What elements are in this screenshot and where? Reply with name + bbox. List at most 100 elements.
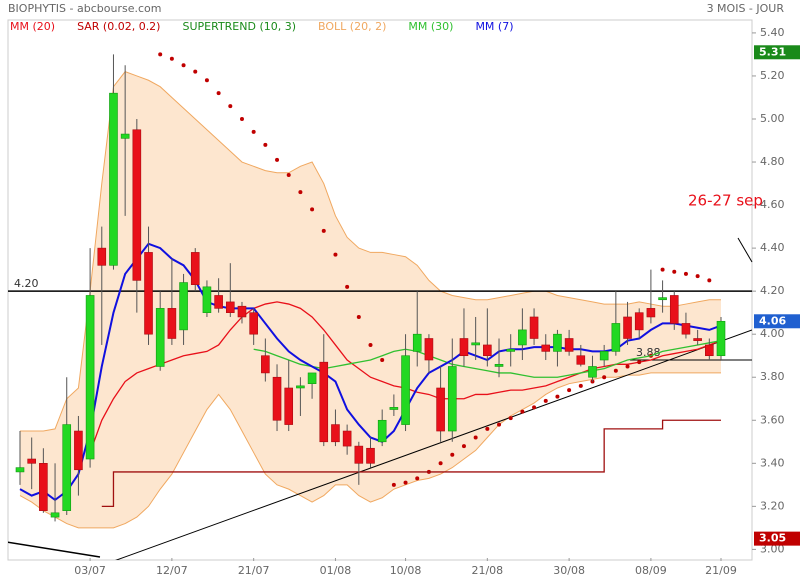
sar-dot [193, 69, 198, 74]
sar-dot [532, 405, 537, 410]
sar-dot [555, 394, 560, 399]
sar-dot [637, 360, 642, 365]
sar-dot [543, 398, 548, 403]
candle-body [436, 387, 445, 432]
sar-dot [438, 461, 443, 466]
candle-body [331, 424, 340, 443]
x-tick-label: 08/09 [635, 564, 667, 577]
sar-dot [356, 314, 361, 319]
candle-body [693, 338, 702, 341]
price-badge [754, 531, 800, 546]
candle-body [97, 247, 107, 266]
y-tick-label: 5.00 [760, 112, 785, 125]
candle-body [553, 333, 562, 352]
candle-body [459, 338, 469, 357]
y-tick-label: 3.00 [760, 542, 785, 555]
candle-body [85, 295, 95, 460]
price-badge [754, 45, 800, 60]
sar-dot [497, 422, 502, 427]
sar-dot [473, 435, 478, 440]
sar-dot [345, 284, 350, 289]
candle-body [284, 387, 294, 425]
sar-dot [461, 444, 466, 449]
candle-body [342, 430, 352, 447]
sar-dot [520, 409, 525, 414]
x-tick-label: 10/08 [390, 564, 422, 577]
y-tick-label: 4.60 [760, 198, 785, 211]
candle-body [354, 445, 364, 464]
sar-dot [321, 228, 326, 233]
candle-body [202, 286, 212, 313]
candle-body [27, 458, 36, 464]
sar-dot [380, 358, 385, 363]
candle-body [249, 312, 258, 335]
candle-body [226, 301, 235, 313]
sar-dot [403, 480, 408, 485]
candle-body [599, 351, 609, 361]
legend-entry: MM (30) [408, 20, 453, 33]
sar-dot [298, 190, 303, 195]
level-label: 3.88 [636, 346, 661, 359]
candle-body [261, 355, 270, 374]
sar-dot [672, 269, 677, 274]
y-tick-label: 4.40 [760, 241, 785, 254]
candle-body [576, 355, 586, 365]
candle-body [705, 344, 714, 357]
sar-dot [391, 482, 396, 487]
chart-title: BIOPHYTIS - abcbourse.com [8, 2, 161, 15]
x-tick-label: 21/09 [705, 564, 737, 577]
candle-body [541, 344, 551, 352]
y-tick-label: 3.20 [760, 499, 785, 512]
candle-body [494, 364, 504, 367]
candle-body [132, 129, 142, 281]
sar-dot [333, 252, 338, 257]
candle-body [120, 133, 130, 139]
x-tick-label: 30/08 [553, 564, 585, 577]
y-tick-label: 5.40 [760, 26, 785, 39]
sar-dot [683, 271, 688, 276]
candle-body [62, 424, 72, 511]
y-tick-label: 3.80 [760, 370, 785, 383]
candle-body [424, 338, 434, 361]
candle-body [564, 338, 574, 352]
candle-body [658, 297, 667, 301]
legend-entry: MM (7) [475, 20, 513, 33]
candle-body [144, 252, 153, 335]
sar-dot [695, 274, 700, 279]
indicator-line [253, 340, 722, 378]
annotation-arrow [737, 237, 753, 263]
candle-body [296, 385, 305, 389]
candle-body [50, 512, 60, 518]
candle-body [518, 329, 527, 346]
candle-body [15, 467, 25, 473]
candle-body [155, 308, 165, 367]
trendline [8, 541, 101, 558]
candle-body [167, 308, 177, 339]
boll-band [20, 71, 721, 528]
x-tick-label: 21/07 [238, 564, 270, 577]
legend-entry: MM (20) [10, 20, 55, 33]
candle-body [401, 355, 410, 425]
candle-body [39, 463, 48, 511]
period: 3 MOIS - JOUR [707, 2, 785, 15]
sar-dot [707, 278, 712, 283]
legend-entry: BOLL (20, 2) [318, 20, 386, 33]
plot: 4.20 3.88 [8, 52, 752, 560]
candle-body [588, 366, 597, 378]
candle-body [634, 312, 644, 331]
y-tick-label: 3.40 [760, 456, 785, 469]
sar-dot [251, 129, 256, 134]
candle-body [190, 252, 200, 285]
sar-dot [485, 426, 490, 431]
sar-dot [216, 91, 221, 96]
candle-body [109, 92, 118, 266]
sar-dot [613, 368, 618, 373]
candle-body [272, 376, 282, 421]
sar-dot [450, 452, 455, 457]
candle-body [611, 323, 621, 352]
indicator-line [101, 419, 721, 508]
sar-dot [310, 207, 315, 212]
candle-body [377, 419, 387, 443]
candle-body [389, 407, 399, 410]
